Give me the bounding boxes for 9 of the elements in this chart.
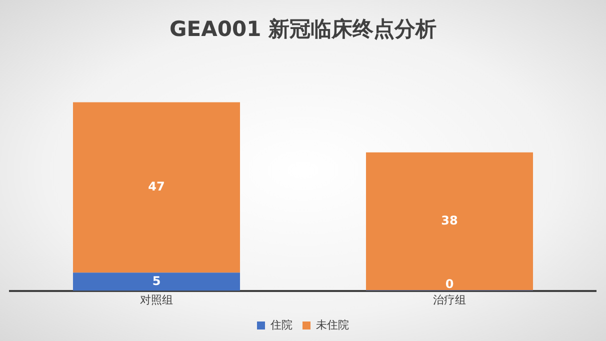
legend-label: 住院 xyxy=(270,318,292,332)
x-tick-label: 对照组 xyxy=(140,293,173,306)
data-label: 0 xyxy=(445,276,454,291)
data-label: 38 xyxy=(441,213,458,228)
legend-label: 未住院 xyxy=(316,318,349,332)
data-label: 5 xyxy=(152,274,161,288)
chart-title: GEA001 新冠临床终点分析 xyxy=(170,17,436,42)
x-tick-label: 治疗组 xyxy=(433,293,466,306)
data-label: 47 xyxy=(148,180,165,194)
